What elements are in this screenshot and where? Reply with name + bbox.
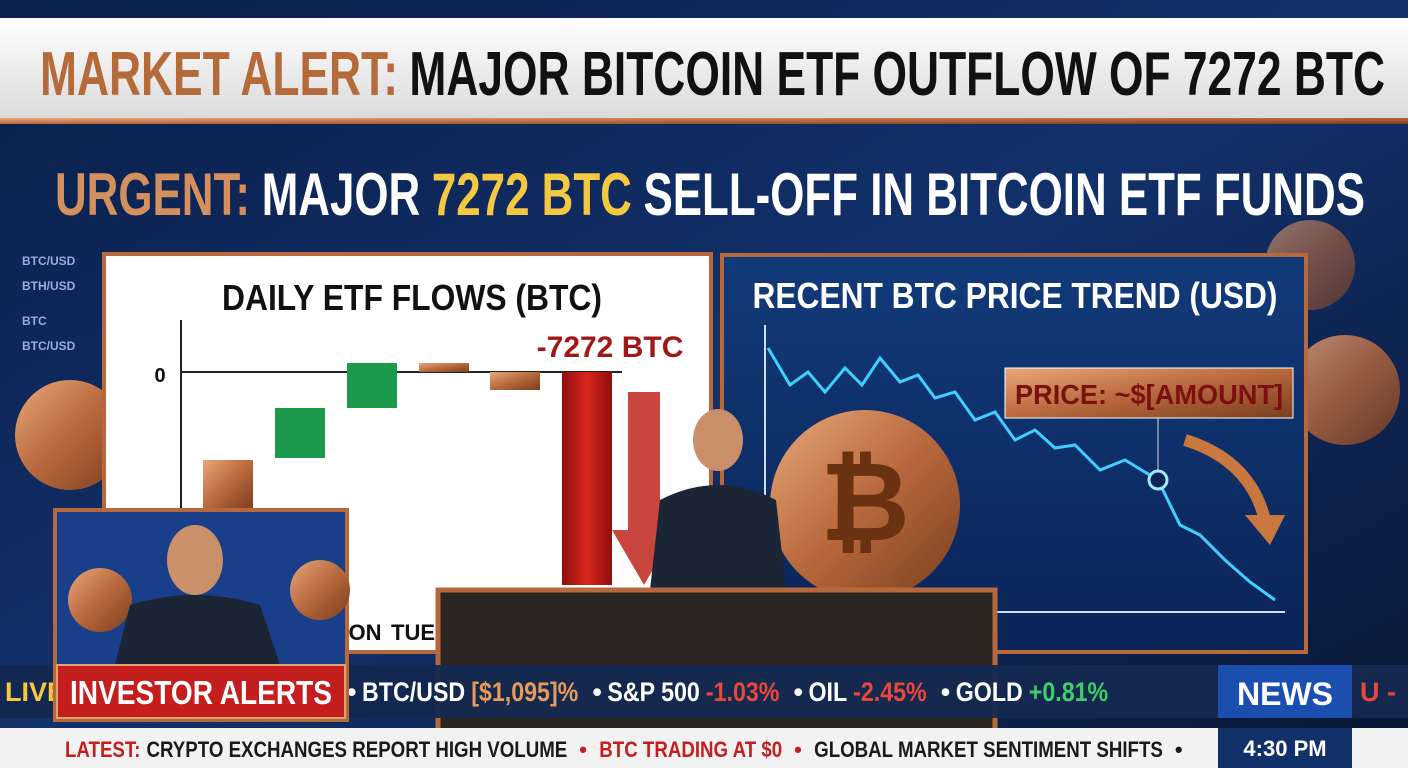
ticker-name: S&P 500 — [607, 677, 700, 707]
crawl-bullet: • — [794, 737, 802, 762]
flow-bar — [203, 460, 253, 510]
ticker-value: -1.03% — [706, 677, 780, 707]
headline-highlight: 7272 BTC — [432, 161, 632, 228]
ticker-name: OIL — [808, 677, 847, 707]
trend-arrow-head — [1245, 515, 1285, 545]
x-label: ON — [349, 620, 382, 645]
flow-bar — [275, 408, 325, 458]
headline-label: URGENT: — [55, 161, 250, 228]
price-annotation: PRICE: ~$[AMOUNT] — [1015, 379, 1283, 410]
ticker-name: BTC/USD — [362, 677, 465, 707]
side-label: BTH/USD — [22, 279, 76, 293]
time-box — [1218, 728, 1352, 768]
top-banner — [0, 18, 1408, 122]
headline: URGENT:MAJOR7272 BTCSELL-OFF IN BITCOIN … — [55, 161, 1365, 228]
ticker-name: GOLD — [956, 677, 1023, 707]
crawl-bullet: • — [579, 737, 587, 762]
coin — [68, 568, 132, 632]
ticker-bullet: • — [793, 677, 802, 707]
price-line — [766, 347, 1276, 602]
news-badge — [1218, 665, 1352, 718]
crawl-item: BTC TRADING AT $0 — [599, 737, 782, 762]
price-marker — [1147, 469, 1169, 491]
inset-presenter-body — [115, 595, 280, 665]
coin — [1290, 335, 1400, 445]
banner-title: MAJOR BITCOIN ETF OUTFLOW OF 7272 BTC — [409, 40, 1385, 109]
price-annotation-box — [1004, 367, 1294, 419]
coin-symbol: ₿ — [820, 441, 910, 564]
trend-arrow — [1183, 434, 1271, 522]
crawl-item: GLOBAL MARKET SENTIMENT SHIFTS — [814, 737, 1163, 762]
banner-text: MARKET ALERT:MAJOR BITCOIN ETF OUTFLOW O… — [40, 40, 1385, 109]
side-label: BTC/USD — [22, 254, 76, 268]
banner-rule — [0, 118, 1408, 124]
ticker-tail: U - — [1360, 677, 1396, 707]
y-tick-label: 0 — [154, 365, 165, 387]
ticker-bullet: • — [347, 677, 356, 707]
flow-bar — [347, 363, 397, 408]
coin — [770, 410, 960, 600]
ticker-value: -2.45% — [853, 677, 927, 707]
crawl-bullet: • — [1175, 737, 1183, 762]
headline-post: SELL-OFF IN BITCOIN ETF FUNDS — [644, 161, 1365, 228]
ticker-bullet: • — [941, 677, 950, 707]
side-label: BTC — [22, 314, 47, 328]
ticker-bullet: • — [592, 677, 601, 707]
ticker-value: [$1,095]% — [471, 677, 578, 707]
presenter-head — [693, 409, 743, 471]
price-title: RECENT BTC PRICE TREND (USD) — [753, 275, 1278, 316]
side-labels: BTC/USD BTH/USD BTC BTC/USD — [22, 254, 76, 353]
flow-bar — [490, 372, 540, 390]
coin — [15, 380, 125, 490]
side-label: BTC/USD — [22, 339, 76, 353]
flows-title: DAILY ETF FLOWS (BTC) — [222, 277, 602, 318]
flow-bar — [419, 363, 469, 372]
banner-label: MARKET ALERT: — [40, 40, 398, 109]
inset-label: INVESTOR ALERTS — [70, 674, 332, 711]
ticker-value: +0.81% — [1029, 677, 1108, 707]
news-label: NEWS — [1237, 676, 1333, 712]
presenter-body — [650, 485, 786, 590]
headline-pre: MAJOR — [262, 161, 420, 228]
crawl-label: LATEST: — [65, 737, 140, 762]
coin — [290, 560, 350, 620]
time: 4:30 PM — [1243, 736, 1326, 761]
inset-label-box — [56, 664, 346, 719]
outflow-bar — [562, 372, 612, 585]
outflow-label: -7272 BTC — [537, 331, 684, 364]
crawl-item: CRYPTO EXCHANGES REPORT HIGH VOLUME — [146, 737, 567, 762]
crawl-band — [0, 728, 1408, 768]
inset-presenter-head — [167, 525, 223, 595]
x-label: TUE — [391, 620, 435, 645]
